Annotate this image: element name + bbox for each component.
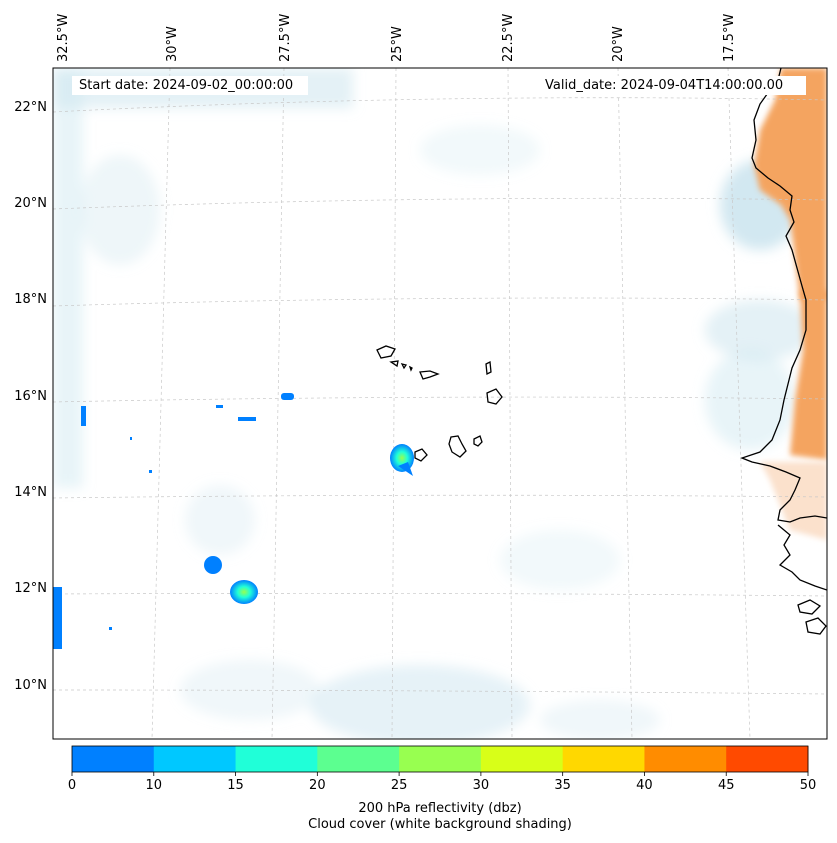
reflectivity-cell bbox=[216, 405, 223, 408]
colorbar-tick-label: 15 bbox=[227, 778, 244, 793]
reflectivity-cell bbox=[130, 437, 132, 440]
gridlines bbox=[53, 68, 827, 739]
colorbar-title: 200 hPa reflectivity (dbz) Cloud cover (… bbox=[72, 801, 808, 833]
colorbar-tick-label: 0 bbox=[68, 778, 76, 793]
lat-label: 20°N bbox=[14, 196, 47, 211]
reflectivity-cell bbox=[238, 417, 256, 421]
land-warm-shading bbox=[754, 68, 827, 540]
colorbar-tick-label: 10 bbox=[146, 778, 163, 793]
reflectivity-cell bbox=[281, 393, 294, 400]
cloud-cover-shading bbox=[53, 68, 815, 739]
reflectivity-cell bbox=[81, 406, 86, 426]
reflectivity-cell bbox=[149, 470, 152, 473]
reflectivity-cell bbox=[398, 462, 413, 476]
lat-label: 10°N bbox=[14, 678, 47, 693]
lon-label: 25°W bbox=[390, 26, 405, 62]
colorbar-tick-label: 45 bbox=[718, 778, 735, 793]
colorbar-bin bbox=[562, 746, 645, 772]
colorbar-bin bbox=[726, 746, 809, 772]
reflectivity-cell bbox=[204, 556, 222, 574]
colorbar-bin bbox=[480, 746, 564, 772]
colorbar-bin bbox=[153, 746, 237, 772]
lon-label: 17.5°W bbox=[722, 14, 737, 62]
africa-coastline bbox=[740, 68, 827, 523]
lat-label: 18°N bbox=[14, 292, 47, 307]
colorbar-bin bbox=[72, 746, 155, 772]
longitude-labels: 32.5°W 30°W 27.5°W 25°W 22.5°W 20°W 17.5… bbox=[56, 14, 737, 62]
map-area bbox=[53, 68, 827, 739]
colorbar-tick-label: 40 bbox=[636, 778, 653, 793]
lon-label: 27.5°W bbox=[278, 14, 293, 62]
lat-label: 16°N bbox=[14, 389, 47, 404]
valid-date-label: Valid_date: 2024-09-04T14:00:00.00 bbox=[539, 76, 790, 95]
lon-label: 22.5°W bbox=[501, 14, 516, 62]
latitude-labels: 22°N 20°N 18°N 16°N 14°N 12°N 10°N bbox=[14, 100, 47, 693]
start-date-label: Start date: 2024-09-02_00:00:00 bbox=[73, 76, 300, 95]
lat-label: 22°N bbox=[14, 100, 47, 115]
lat-label: 12°N bbox=[14, 581, 47, 596]
colorbar-bin bbox=[317, 746, 400, 772]
colorbar-label-line1: 200 hPa reflectivity (dbz) bbox=[358, 801, 522, 816]
reflectivity-cells bbox=[53, 393, 414, 649]
colorbar-tick-label: 35 bbox=[554, 778, 571, 793]
coastlines bbox=[376, 68, 827, 635]
reflectivity-cell bbox=[53, 587, 62, 649]
colorbar-bin bbox=[235, 746, 318, 772]
colorbar-bin bbox=[399, 746, 482, 772]
reflectivity-cell bbox=[230, 580, 258, 604]
colorbar-bin bbox=[644, 746, 727, 772]
lon-label: 32.5°W bbox=[56, 14, 71, 62]
reflectivity-cell bbox=[109, 627, 112, 630]
cape-verde-islands bbox=[376, 345, 503, 462]
colorbar-tick-label: 25 bbox=[391, 778, 408, 793]
lon-label: 30°W bbox=[165, 26, 180, 62]
colorbar: 0 10 15 20 25 30 35 40 45 50 bbox=[68, 745, 817, 793]
colorbar-label-line2: Cloud cover (white background shading) bbox=[308, 817, 572, 832]
lon-label: 20°W bbox=[611, 26, 626, 62]
colorbar-tick-label: 30 bbox=[473, 778, 490, 793]
map-frame bbox=[52, 67, 828, 740]
colorbar-tick-label: 50 bbox=[800, 778, 817, 793]
colorbar-frame bbox=[71, 745, 809, 773]
lat-label: 14°N bbox=[14, 485, 47, 500]
colorbar-tick-label: 20 bbox=[309, 778, 326, 793]
